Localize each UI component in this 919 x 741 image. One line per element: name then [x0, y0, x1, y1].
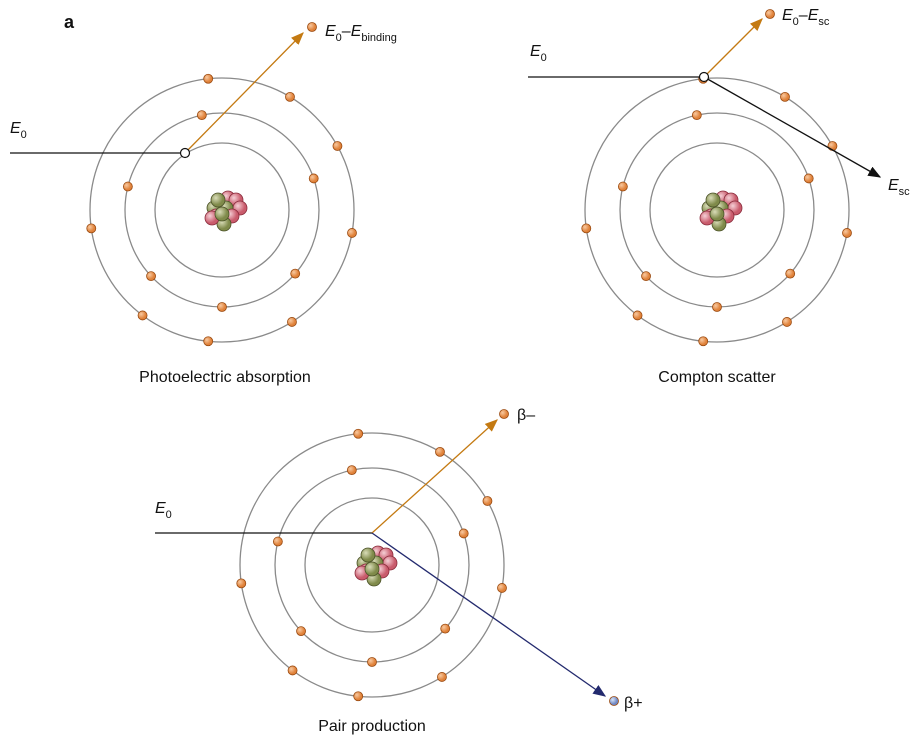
electron	[633, 311, 642, 320]
electron	[618, 182, 627, 191]
label: E0	[530, 43, 547, 64]
caption: Pair production	[318, 718, 426, 735]
label-part: E	[530, 43, 541, 60]
electron	[699, 337, 708, 346]
electron	[291, 269, 300, 278]
label: Esc	[888, 177, 910, 198]
electron	[287, 317, 296, 326]
electron	[237, 579, 246, 588]
electron	[483, 497, 492, 506]
nucleon	[361, 548, 375, 562]
label: β+	[624, 695, 643, 712]
electron	[285, 92, 294, 101]
electron	[497, 583, 506, 592]
figure: a E0E0–EbindingPhotoelectric absorptionE…	[0, 0, 919, 741]
electron	[273, 537, 282, 546]
electron	[297, 627, 306, 636]
electron	[123, 182, 132, 191]
electron	[354, 692, 363, 701]
nucleon	[706, 193, 720, 207]
interaction-point	[700, 73, 709, 82]
electron	[347, 466, 356, 475]
electron	[842, 228, 851, 237]
label-part: sc	[818, 16, 830, 28]
electron	[87, 224, 96, 233]
label: E0–Esc	[782, 7, 830, 28]
ray	[372, 533, 605, 696]
electron	[459, 529, 468, 538]
electron	[500, 410, 509, 419]
electron	[766, 10, 775, 19]
label-part: E	[155, 500, 166, 517]
label-part: E	[808, 7, 819, 24]
label: E0	[10, 120, 27, 141]
nucleon	[365, 562, 379, 576]
electron	[347, 228, 356, 237]
panel-label: a	[64, 12, 75, 32]
electron	[204, 74, 213, 83]
label-part: –	[799, 7, 808, 24]
electron	[197, 111, 206, 120]
electron	[218, 303, 227, 312]
interaction-point	[181, 149, 190, 158]
label-part: β–	[517, 407, 535, 424]
electron	[692, 111, 701, 120]
page: a E0E0–EbindingPhotoelectric absorptionE…	[0, 0, 919, 741]
electron	[435, 447, 444, 456]
electron	[582, 224, 591, 233]
electron	[780, 92, 789, 101]
caption: Compton scatter	[658, 369, 776, 386]
electron	[782, 317, 791, 326]
label-part: β+	[624, 695, 643, 712]
ray	[185, 33, 303, 153]
label-part: 0	[166, 509, 172, 521]
electron	[441, 624, 450, 633]
electron	[138, 311, 147, 320]
label-part: E	[888, 177, 899, 194]
electron	[204, 337, 213, 346]
label: E0–Ebinding	[325, 23, 397, 44]
electron	[713, 303, 722, 312]
nucleon	[211, 193, 225, 207]
electron	[437, 672, 446, 681]
label-part: E	[325, 23, 336, 40]
ray	[704, 77, 880, 177]
electron	[147, 272, 156, 281]
label-part: E	[10, 120, 21, 137]
label-part: –	[342, 23, 351, 40]
electron	[804, 174, 813, 183]
nucleon	[710, 207, 724, 221]
ray	[704, 19, 762, 77]
electron	[610, 697, 619, 706]
electron	[368, 658, 377, 667]
caption: Photoelectric absorption	[139, 369, 311, 386]
electron	[786, 269, 795, 278]
nucleon	[215, 207, 229, 221]
electron	[308, 23, 317, 32]
electron	[354, 429, 363, 438]
label: β–	[517, 407, 535, 424]
label-part: binding	[361, 32, 396, 44]
electron	[309, 174, 318, 183]
label: E0	[155, 500, 172, 521]
electron	[333, 142, 342, 151]
electron	[288, 666, 297, 675]
label-part: 0	[21, 129, 27, 141]
label-part: E	[782, 7, 793, 24]
label-part: sc	[899, 186, 911, 198]
label-part: 0	[541, 52, 547, 64]
label-part: E	[351, 23, 362, 40]
ray	[372, 420, 497, 533]
electron	[828, 142, 837, 151]
electron	[642, 272, 651, 281]
